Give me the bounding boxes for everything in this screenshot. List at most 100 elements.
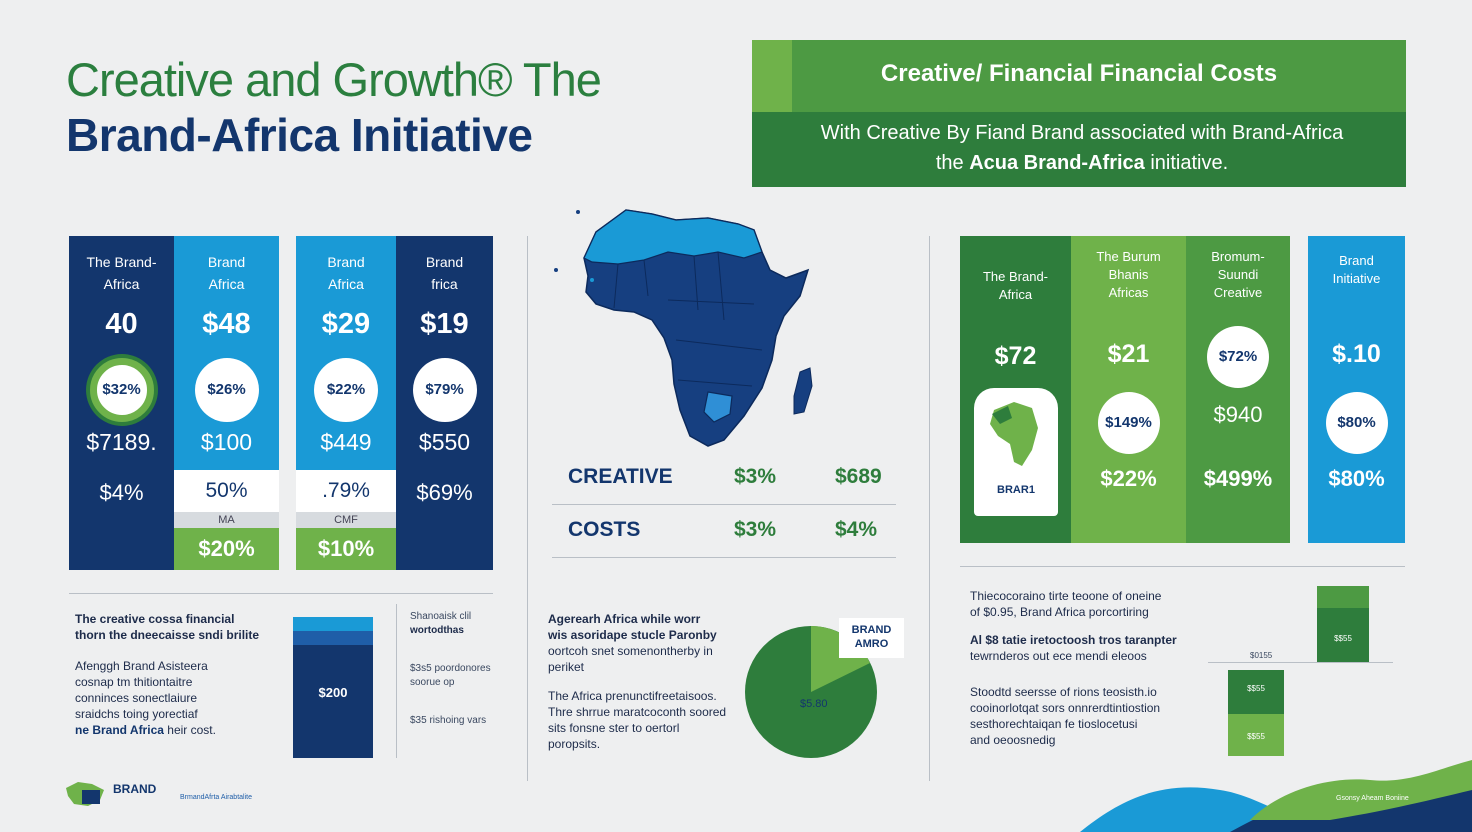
paragraph-line: oortcoh snet somenontherby in (548, 644, 713, 658)
stat-mid-value: $550 (418, 429, 471, 455)
right-label-line3: Africas (1108, 285, 1149, 300)
right-column-low: $499% (1203, 466, 1273, 491)
bar-axis-label: $0155 (1250, 651, 1273, 660)
banner-body-line2: the Acua Brand-Africa initiative. (772, 148, 1392, 178)
banner-body-pre: the (935, 152, 964, 174)
paragraph-line: sraidchs toing yorectiaf (75, 707, 198, 721)
paragraph-bold: ne Brand Africa (75, 723, 164, 737)
stat-circle: $22% (314, 358, 378, 422)
bottom-center-paragraph-1: Agerearh Africa while worr wis asoridape… (548, 611, 738, 675)
paragraph-line: Thre shrrue maratcoconth soored (548, 705, 727, 719)
right-column-value: $72 (994, 342, 1037, 370)
paragraph-line: cosnap tm thitiontaitre (75, 675, 193, 689)
bottom-right-paragraph-2: Al $8 tatie iretoctoosh tros taranpter t… (970, 632, 1210, 664)
stat-mid-value: $7189. (86, 429, 157, 455)
stat-value: $19 (420, 308, 469, 340)
stat-white-box: 50% (174, 470, 279, 512)
bar-2-bottom-label: $$55 (1247, 732, 1265, 741)
right-column-label: The Burum Bhanis Africas (1071, 248, 1186, 302)
africa-map-borders (613, 251, 763, 387)
divider-bottom-right (960, 566, 1405, 567)
right-label-line2: Initiative (1332, 271, 1381, 286)
bottom-right-paragraph-3: Stoodtd seersse of rions teosisth.io coo… (970, 684, 1210, 748)
page-title-line2: Brand-Africa Initiative (66, 109, 533, 161)
side-note: $3s5 poordonores (410, 663, 491, 674)
bar-1: $$55 (1317, 586, 1369, 662)
stat-column-1: The Brand- Africa 40 $32% $7189. $4% (69, 236, 174, 570)
right-label-line1: The Brand- (982, 269, 1049, 284)
paragraph-line: poropsits. (548, 737, 601, 751)
right-label-line3: Creative (1213, 285, 1263, 300)
stat-green-box: $20% (174, 528, 279, 570)
pie-label: $5.80 (800, 698, 828, 710)
paragraph-line: cooinorlotqat sors onnrerdtintiostion (970, 701, 1161, 715)
banner-heading: Creative/ Financial Financial Costs (880, 60, 1278, 87)
map-dot (576, 210, 580, 214)
table-row-label: COSTS (568, 518, 641, 541)
stacked-bar-segment-mid (293, 631, 373, 645)
paragraph-line: of $0.95, Brand Africa porcortiring (970, 605, 1149, 619)
right-column-mid: $940 (1213, 402, 1263, 427)
right-label-line1: Bromum- (1211, 249, 1265, 264)
pie-badge-line2: AMRO (854, 638, 889, 650)
stat-label: The Brand- Africa (69, 251, 174, 295)
paragraph-line: Agerearh Africa while worr (548, 612, 701, 626)
bar-2-top (1228, 670, 1284, 714)
brand-africa-logo-card: BRAR1 (974, 388, 1058, 516)
stat-column-2: Brand Africa $48 $26% $100 50% MA $20% (174, 236, 279, 570)
stacked-bar: $200 (293, 617, 373, 758)
paragraph-line: Afenggh Brand Asisteera (75, 659, 208, 673)
table-row-costs: COSTS $3% $4% (552, 506, 896, 558)
right-label-line2: Bhanis (1108, 267, 1149, 282)
madagascar-island (793, 367, 813, 415)
stacked-bar-segment-top (293, 617, 373, 631)
paragraph-line: Stoodtd seersse of rions teosisth.io (970, 685, 1157, 699)
paragraph-tail: heir cost. (167, 723, 216, 737)
right-label-line1: Brand (1339, 253, 1374, 268)
right-column-label: Bromum- Suundi Creative (1186, 248, 1290, 302)
map-dot (590, 278, 594, 282)
paragraph-line: tewrnderos out ece mendi eleoos (970, 649, 1147, 663)
map-dot (554, 268, 558, 272)
table-row-value-1: $3% (734, 518, 777, 541)
stat-label-line1: The Brand- (86, 254, 157, 270)
side-note: $35 rishoing vars (410, 715, 487, 726)
stat-value: $29 (321, 308, 371, 340)
right-column-2: The Burum Bhanis Africas $21 $149% $22% (1071, 236, 1186, 543)
table-row-value-2: $4% (835, 518, 878, 541)
decorative-wave (1080, 760, 1472, 832)
bar-2: $$55 $$55 (1228, 670, 1284, 756)
page-title-line1: Creative and Growth® The (66, 53, 602, 106)
stat-label: Brand Africa (174, 251, 279, 295)
right-column-circle: $149% (1097, 392, 1160, 454)
bar-2-top-label: $$55 (1247, 684, 1265, 693)
stat-label-line1: Brand (425, 254, 464, 270)
stat-column-3: Brand Africa $29 $22% $449 .79% CMF $10% (296, 236, 396, 570)
divider-right (929, 236, 930, 781)
africa-map-north-region (583, 209, 763, 265)
divider-left (527, 236, 528, 781)
bottom-left-axis (396, 604, 397, 758)
footer-logo-icon (66, 782, 104, 806)
side-note: soorue op (410, 677, 455, 688)
paragraph-line: sesthorechtaiqan fe tioslocetusi (970, 717, 1138, 731)
footer-tagline: BrmandAfrta Airabtalite (180, 794, 252, 801)
right-column-low: $22% (1100, 466, 1157, 491)
divider-bottom-left (69, 593, 493, 594)
right-column-label: The Brand- Africa (960, 268, 1071, 304)
logo-card-text: BRAR1 (997, 484, 1035, 496)
paragraph-line: sits fonsne ster to oertorl (548, 721, 680, 735)
stat-label-line2: frica (431, 276, 458, 292)
paragraph-line: ne Brand Africa heir cost. (75, 722, 285, 738)
bottom-center-paragraph-2: The Africa prenunctifreetaisoos. Thre sh… (548, 688, 738, 752)
right-label-line1: The Burum (1096, 249, 1161, 264)
right-column-value: $.10 (1332, 340, 1381, 368)
banner-top-stripe (752, 40, 1406, 112)
africa-map-southern-region (703, 391, 733, 423)
stat-circle: $79% (412, 358, 477, 422)
paragraph-line: conninces sonectlaiure (75, 691, 198, 705)
pie-badge-line1: BRAND (851, 624, 892, 636)
right-column-value: $21 (1107, 340, 1150, 368)
bar-1-top (1317, 586, 1369, 608)
stat-label-line1: Brand (327, 254, 365, 270)
